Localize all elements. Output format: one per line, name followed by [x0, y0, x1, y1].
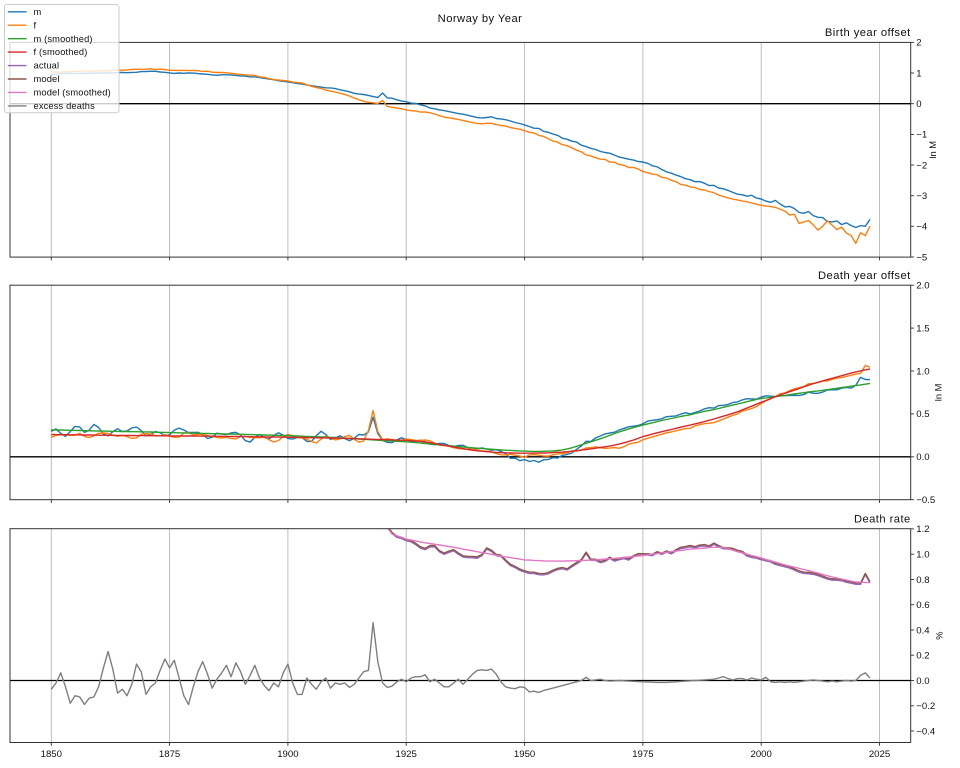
- svg-text:2: 2: [916, 38, 921, 49]
- svg-text:−4: −4: [916, 222, 928, 233]
- svg-text:1975: 1975: [632, 749, 653, 760]
- svg-text:model: model: [34, 74, 60, 84]
- svg-text:−3: −3: [916, 191, 927, 202]
- svg-text:m (smoothed): m (smoothed): [34, 34, 93, 44]
- svg-text:actual: actual: [34, 61, 60, 71]
- svg-text:−5: −5: [916, 252, 927, 263]
- svg-text:−0.2: −0.2: [916, 701, 935, 712]
- svg-text:ln M: ln M: [934, 384, 944, 402]
- svg-text:−2: −2: [916, 160, 927, 171]
- svg-text:Death rate: Death rate: [854, 514, 911, 526]
- svg-text:1900: 1900: [277, 749, 298, 760]
- svg-text:−0.4: −0.4: [916, 726, 936, 737]
- svg-text:0.6: 0.6: [916, 600, 929, 611]
- svg-text:0.5: 0.5: [916, 409, 929, 420]
- svg-text:1875: 1875: [159, 749, 180, 760]
- svg-text:1950: 1950: [514, 749, 535, 760]
- svg-text:Birth year offset: Birth year offset: [825, 27, 911, 39]
- svg-text:0: 0: [916, 99, 921, 110]
- svg-text:2025: 2025: [869, 749, 890, 760]
- svg-text:−1: −1: [916, 130, 927, 141]
- svg-text:model (smoothed): model (smoothed): [34, 88, 111, 98]
- svg-text:f: f: [34, 20, 37, 30]
- svg-text:excess deaths: excess deaths: [34, 101, 96, 111]
- svg-text:2000: 2000: [751, 749, 772, 760]
- svg-text:1925: 1925: [396, 749, 417, 760]
- svg-text:0.0: 0.0: [916, 452, 929, 463]
- svg-text:1: 1: [916, 68, 921, 79]
- svg-text:1.0: 1.0: [916, 366, 929, 377]
- svg-text:1.5: 1.5: [916, 323, 929, 334]
- svg-text:−0.5: −0.5: [916, 495, 935, 506]
- svg-text:0.8: 0.8: [916, 575, 929, 586]
- svg-text:1850: 1850: [41, 749, 62, 760]
- svg-text:Norway by Year: Norway by Year: [438, 13, 523, 25]
- svg-text:%: %: [935, 631, 945, 639]
- svg-text:0.0: 0.0: [916, 676, 929, 687]
- svg-text:Death year offset: Death year offset: [818, 270, 911, 282]
- svg-text:0.2: 0.2: [916, 651, 929, 662]
- svg-text:2.0: 2.0: [916, 281, 929, 292]
- svg-text:1.2: 1.2: [916, 524, 929, 535]
- svg-text:1.0: 1.0: [916, 550, 929, 561]
- svg-text:m: m: [34, 7, 42, 17]
- svg-text:ln M: ln M: [928, 141, 938, 159]
- svg-text:f (smoothed): f (smoothed): [34, 47, 88, 57]
- svg-text:0.4: 0.4: [916, 625, 930, 636]
